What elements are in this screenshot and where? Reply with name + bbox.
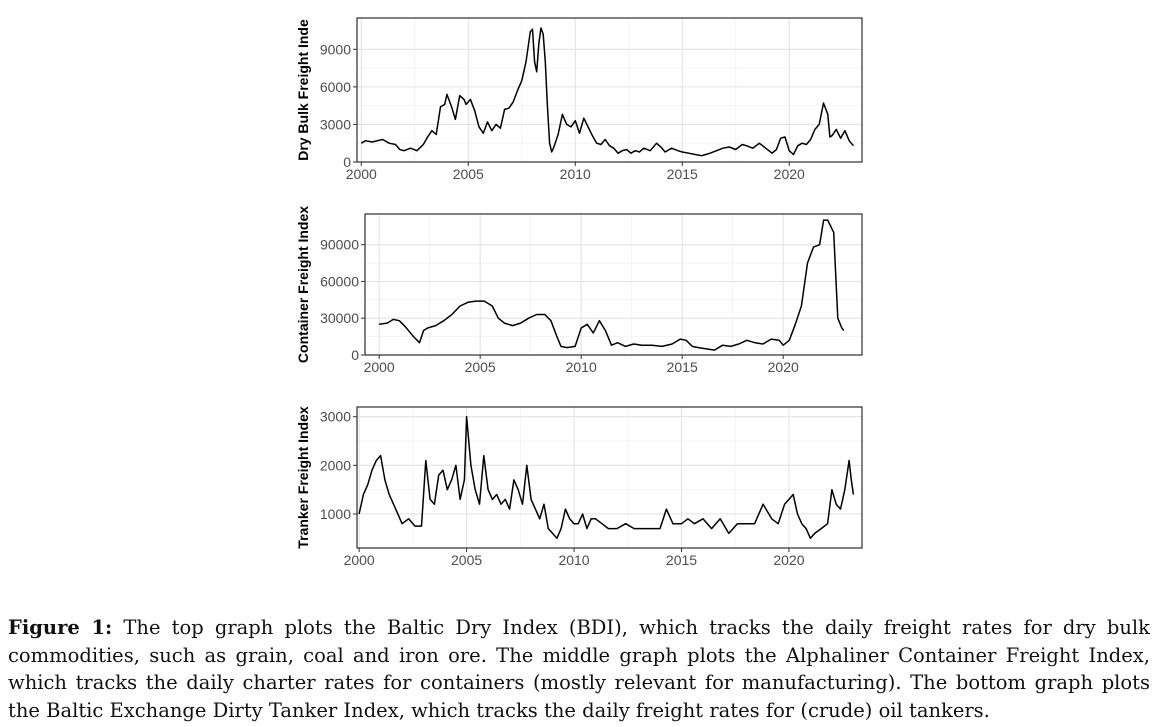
panel-3-y-tick-label: 1000	[320, 506, 351, 522]
panel-2-y-tick-label: 90000	[320, 237, 359, 253]
panel-2-panel-border	[364, 213, 863, 356]
panel-2-x-tick-label: 2000	[364, 359, 395, 375]
panel-1-x-tick-label: 2005	[453, 166, 484, 182]
panel-1-x-tick-label: 2010	[560, 166, 591, 182]
caption-label: Figure 1:	[8, 616, 113, 639]
panel-3-y-tick-label: 3000	[320, 409, 351, 425]
panel-3-x-tick-label: 2000	[344, 552, 375, 568]
panel-1-y-tick-label: 0	[343, 154, 351, 170]
panel-2-y-tick-label: 30000	[320, 310, 359, 326]
panel-1-y-tick-label: 3000	[320, 116, 351, 132]
panel-3-x-tick-label: 2020	[773, 552, 804, 568]
caption-text: The top graph plots the Baltic Dry Index…	[8, 616, 1150, 722]
panel-2-y-tick-label: 0	[351, 347, 359, 363]
panel-3-y-tick-label: 2000	[320, 457, 351, 473]
panel-1-x-tick-label: 2020	[774, 166, 805, 182]
panel-1-x-tick-label: 2015	[667, 166, 698, 182]
panel-3-x-tick-label: 2005	[451, 552, 482, 568]
panel-3-x-tick-label: 2015	[666, 552, 697, 568]
figure-caption: Figure 1: The top graph plots the Baltic…	[8, 614, 1150, 724]
charts-canvas: 2000 2005 2010 2015 2020 0 3000 6000 9000 Dry Bul…	[295, 17, 863, 568]
panel-1-series-line	[360, 27, 854, 157]
panel-3-y-axis-label: Tranker Freight Index	[295, 406, 311, 549]
panel-3-series-line	[358, 415, 855, 540]
panel-1-y-tick-label: 6000	[320, 79, 351, 95]
panel-2-x-tick-label: 2010	[566, 359, 597, 375]
panel-1-x-tick-label: 2000	[346, 166, 377, 182]
panel-2-series-line	[378, 219, 845, 351]
panel-1-y-tick-label: 9000	[320, 41, 351, 57]
panel-1-y-axis-label: Dry Bulk Freight Inde	[295, 19, 311, 161]
panel-2-x-tick-label: 2015	[667, 359, 698, 375]
panel-3-x-tick-label: 2010	[558, 552, 589, 568]
panel-2-x-tick-label: 2020	[768, 359, 799, 375]
panel-2-y-tick-label: 60000	[320, 273, 359, 289]
panel-2-x-tick-label: 2005	[465, 359, 496, 375]
panel-1-panel-border	[356, 17, 863, 163]
panel-2-y-axis-label: Container Freight Index	[295, 206, 311, 363]
panel-3-panel-border	[356, 406, 863, 549]
